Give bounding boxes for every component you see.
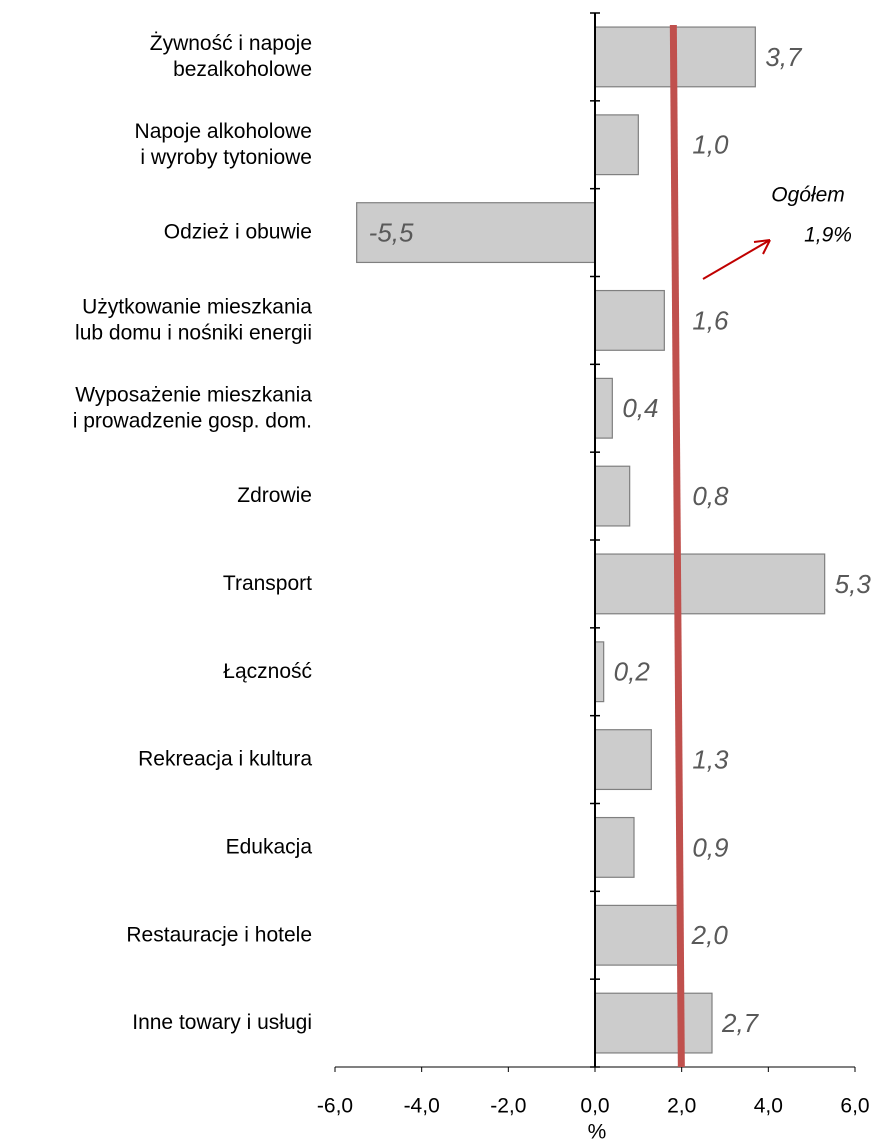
x-tick-label: -4,0 [404, 1095, 440, 1118]
category-label-line: Odzież i obuwie [164, 220, 312, 243]
value-label: 1,6 [692, 305, 729, 335]
category-label: Inne towary i usługi [132, 1011, 312, 1034]
overall-line [669, 24, 685, 1068]
value-label: 0,4 [622, 393, 658, 423]
bar [594, 465, 631, 527]
category-label: Łączność [223, 659, 312, 682]
bar [594, 904, 683, 966]
bar [594, 289, 665, 351]
x-tick-label: 6,0 [840, 1095, 869, 1118]
bar [594, 816, 635, 878]
category-label-line: Łączność [223, 659, 312, 682]
overall-value-label: 1,9% [804, 224, 852, 247]
value-label: 0,2 [614, 657, 651, 687]
category-label-line: Restauracje i hotele [126, 923, 312, 946]
category-label-line: Edukacja [226, 835, 313, 858]
category-label-line: i wyroby tytoniowe [140, 145, 312, 168]
category-label-line: Inne towary i usługi [132, 1011, 312, 1034]
overall-label: Ogółem [771, 184, 845, 207]
arrow-shaft [702, 239, 771, 280]
category-label: Edukacja [226, 835, 313, 858]
category-label-line: Transport [223, 571, 312, 594]
bar [594, 553, 826, 615]
arrow-head [753, 239, 771, 255]
category-label: Użytkowanie mieszkania lub domu i nośniki… [75, 295, 312, 344]
x-tick-label: 2,0 [667, 1095, 696, 1118]
value-label: 2,0 [691, 920, 729, 950]
category-label: Restauracje i hotele [126, 923, 312, 946]
value-label: 1,3 [692, 744, 729, 774]
category-label-line: lub domu i nośniki energii [75, 321, 312, 344]
bar [594, 377, 613, 439]
x-axis-label: % [588, 1121, 607, 1144]
value-label: -5,5 [369, 217, 414, 247]
category-label-line: Rekreacja i kultura [138, 747, 312, 770]
value-label: 3,7 [765, 42, 803, 72]
category-label-line: Żywność i napoje [150, 31, 312, 54]
category-label-line: Wyposażenie mieszkania [75, 383, 312, 406]
value-label: 0,8 [692, 481, 729, 511]
category-label-line: i prowadzenie gosp. dom. [73, 409, 312, 432]
category-label: Żywność i napoje bezalkoholowe [150, 31, 312, 80]
category-label: Transport [223, 571, 312, 594]
value-label: 1,0 [692, 130, 729, 160]
bar [594, 992, 713, 1054]
bar [594, 114, 639, 176]
bar [356, 202, 596, 264]
value-label: 0,9 [692, 832, 728, 862]
value-label: 5,3 [835, 569, 872, 599]
value-label: 2,7 [721, 1008, 760, 1038]
category-label: Odzież i obuwie [164, 220, 312, 243]
category-label: Rekreacja i kultura [138, 747, 312, 770]
category-label-line: bezalkoholowe [173, 57, 312, 80]
x-tick-label: 0,0 [580, 1095, 609, 1118]
bar [594, 729, 652, 791]
category-label: Napoje alkoholowe i wyroby tytoniowe [135, 119, 312, 168]
category-label-line: Napoje alkoholowe [135, 119, 312, 142]
category-label: Wyposażenie mieszkania i prowadzenie gosp… [73, 383, 313, 432]
x-tick-label: -6,0 [317, 1095, 353, 1118]
bar [594, 641, 605, 703]
category-label: Zdrowie [237, 484, 312, 507]
category-label-line: Użytkowanie mieszkania [82, 295, 312, 318]
category-label-line: Zdrowie [237, 484, 312, 507]
x-tick-label: 4,0 [754, 1095, 783, 1118]
x-tick-label: -2,0 [490, 1095, 526, 1118]
